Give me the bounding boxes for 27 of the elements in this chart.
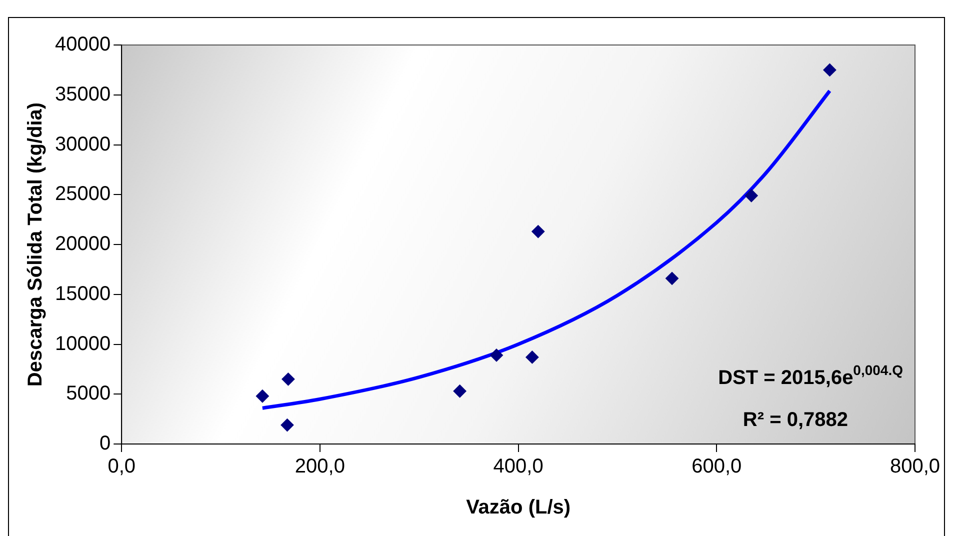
y-tick-label: 0 (99, 432, 111, 455)
y-axis-title: Descarga Sólida Total (kg/dia) (24, 102, 47, 387)
point (256, 390, 269, 403)
x-tick-label: 600,0 (692, 456, 742, 478)
x-tick-label: 400,0 (493, 456, 544, 478)
y-tick-label: 40000 (54, 34, 111, 56)
point (282, 372, 295, 386)
y-tick-label: 5000 (66, 382, 111, 405)
y-tick-label: 15000 (54, 282, 111, 305)
point (280, 418, 294, 432)
annotation: R² = 0,7882 (742, 409, 848, 431)
point (666, 272, 679, 285)
point (744, 189, 758, 202)
x-tick-label: 0,0 (108, 456, 136, 478)
x-tick-label: 200,0 (294, 456, 345, 478)
y-tick-label: 10000 (54, 332, 111, 355)
point (532, 225, 545, 238)
x-axis-title: Vazão (L/s) (466, 496, 571, 519)
y-tick-label: 35000 (54, 83, 111, 106)
y-tick-label: 25000 (54, 183, 111, 206)
point (453, 384, 466, 398)
point (823, 63, 836, 76)
y-tick-label: 20000 (54, 233, 111, 256)
x-tick-label: 800,0 (890, 456, 940, 478)
point (526, 350, 539, 364)
point (490, 348, 503, 362)
y-tick-label: 30000 (54, 133, 111, 156)
